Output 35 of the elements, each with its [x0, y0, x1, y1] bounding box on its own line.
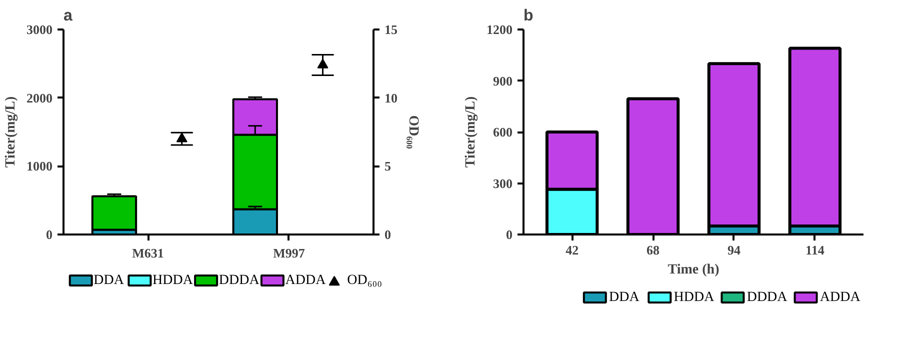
y-axis-title: Titer(mg/L): [464, 96, 478, 168]
y-tick-label: 1200: [486, 22, 512, 37]
legend-label: ADDA: [285, 273, 327, 288]
x-axis-title: Time (h): [668, 262, 720, 278]
chart-title: b: [524, 8, 534, 24]
y2-tick-label: 5: [384, 158, 392, 174]
y2-tick-label: 0: [384, 227, 391, 242]
x-tick-label: M631: [132, 246, 164, 260]
y2-tick-label: 10: [384, 90, 398, 106]
y2-tick-label: 15: [384, 22, 398, 37]
legend-label: OD₆₀₀: [347, 273, 382, 288]
x-tick-label: M997: [273, 246, 306, 260]
bar: [91, 195, 138, 231]
y-tick-label: 0: [46, 227, 52, 242]
y-tick-label: 300: [493, 176, 512, 191]
y-axis-title: Titer(mg/L): [4, 96, 18, 168]
legend-label: DDDA: [746, 290, 788, 305]
legend-label: DDA: [609, 290, 640, 305]
y-tick-label: 1000: [26, 158, 52, 174]
y-tick-label: 2000: [26, 90, 52, 106]
y2-axis-title: OD₆₀₀: [406, 115, 420, 149]
legend-label: DDDA: [218, 273, 260, 288]
y-tick-label: 0: [506, 227, 512, 242]
y-tick-label: 3000: [26, 22, 52, 37]
legend-label: HDDA: [152, 273, 194, 288]
x-tick-label: 42: [566, 242, 579, 258]
x-tick-label: 114: [806, 242, 825, 258]
legend-label: HDDA: [674, 290, 716, 305]
y-tick-label: 600: [493, 124, 512, 140]
legend-label: ADDA: [820, 290, 862, 305]
x-tick-label: 94: [727, 242, 741, 258]
chart-title: a: [64, 8, 72, 24]
x-tick-label: 68: [646, 242, 660, 258]
y-tick-label: 900: [493, 73, 512, 88]
legend-label: DDA: [94, 273, 125, 288]
